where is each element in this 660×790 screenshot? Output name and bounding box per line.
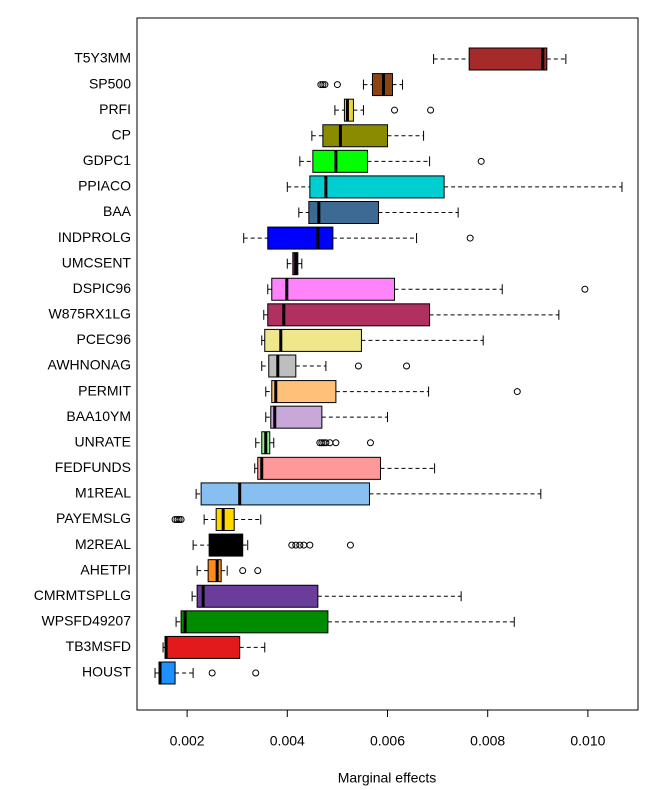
box bbox=[264, 328, 362, 352]
box bbox=[468, 47, 548, 71]
outlier bbox=[239, 567, 247, 575]
outlier bbox=[292, 541, 300, 549]
category-label: GDPC1 bbox=[83, 152, 131, 168]
box bbox=[309, 175, 445, 199]
category-label: T5Y3MM bbox=[74, 50, 131, 66]
outlier bbox=[318, 439, 326, 447]
outlier bbox=[254, 567, 262, 575]
outlier bbox=[581, 285, 589, 293]
category-label: UNRATE bbox=[74, 433, 131, 449]
category-label: W875RX1LG bbox=[49, 306, 131, 322]
box bbox=[208, 533, 244, 557]
category-label: BAA10YM bbox=[66, 408, 131, 424]
category-label: CMRMTSPLLG bbox=[34, 587, 131, 603]
box bbox=[270, 405, 323, 429]
box bbox=[271, 380, 337, 404]
outlier bbox=[322, 439, 330, 447]
category-label: CP bbox=[112, 126, 131, 142]
x-tick-label: 0.010 bbox=[570, 733, 605, 749]
outlier bbox=[427, 106, 435, 114]
category-label: M1REAL bbox=[75, 485, 131, 501]
box bbox=[257, 456, 381, 480]
x-tick-label: 0.004 bbox=[270, 733, 305, 749]
category-label: BAA bbox=[103, 203, 132, 219]
category-label: UMCSENT bbox=[62, 254, 132, 270]
category-label: FEDFUNDS bbox=[55, 459, 131, 475]
outlier bbox=[300, 541, 308, 549]
outlier bbox=[252, 669, 260, 677]
outlier bbox=[513, 388, 521, 396]
box bbox=[207, 559, 222, 583]
outlier bbox=[354, 362, 362, 370]
outlier bbox=[391, 106, 399, 114]
category-label: TB3MSFD bbox=[66, 638, 131, 654]
category-label: PCEC96 bbox=[77, 331, 132, 347]
outlier bbox=[306, 541, 314, 549]
box bbox=[180, 610, 329, 634]
outlier bbox=[332, 439, 340, 447]
box bbox=[267, 226, 334, 250]
category-label: AWHNONAG bbox=[48, 357, 131, 373]
outlier bbox=[288, 541, 296, 549]
outlier bbox=[173, 516, 181, 523]
category-label: M2REAL bbox=[75, 536, 131, 552]
box bbox=[267, 303, 431, 327]
box bbox=[312, 149, 368, 173]
outlier bbox=[333, 81, 341, 89]
outlier bbox=[366, 439, 374, 447]
outlier bbox=[175, 516, 183, 523]
category-label: PRFI bbox=[99, 101, 131, 117]
outlier bbox=[317, 81, 325, 89]
outlier bbox=[466, 234, 474, 242]
outlier bbox=[319, 81, 327, 89]
outlier bbox=[208, 669, 216, 677]
category-label: SP500 bbox=[89, 75, 131, 91]
x-tick-label: 0.008 bbox=[470, 733, 505, 749]
outlier bbox=[477, 157, 485, 165]
box bbox=[164, 635, 241, 659]
outlier bbox=[177, 516, 185, 523]
box bbox=[196, 584, 319, 608]
category-label: PAYEMSLG bbox=[56, 510, 131, 526]
x-tick-label: 0.002 bbox=[170, 733, 205, 749]
box bbox=[322, 124, 388, 148]
category-label: PPIACO bbox=[78, 178, 131, 194]
box bbox=[308, 201, 379, 224]
category-label: AHETPI bbox=[80, 561, 131, 577]
outlier bbox=[346, 541, 354, 549]
box bbox=[215, 508, 235, 531]
outlier bbox=[296, 541, 304, 549]
category-label: PERMIT bbox=[78, 382, 131, 398]
box bbox=[271, 277, 396, 301]
category-label: DSPIC96 bbox=[73, 280, 132, 296]
outlier bbox=[326, 439, 334, 447]
outlier bbox=[403, 362, 411, 370]
outlier bbox=[321, 81, 329, 89]
box bbox=[268, 354, 297, 378]
box bbox=[200, 482, 370, 506]
x-axis-label: Marginal effects bbox=[338, 770, 437, 786]
x-tick-label: 0.006 bbox=[370, 733, 405, 749]
box bbox=[343, 98, 354, 122]
category-label: INDPROLG bbox=[58, 229, 131, 245]
category-label: WPSFD49207 bbox=[42, 613, 132, 629]
category-label: HOUST bbox=[82, 664, 131, 680]
